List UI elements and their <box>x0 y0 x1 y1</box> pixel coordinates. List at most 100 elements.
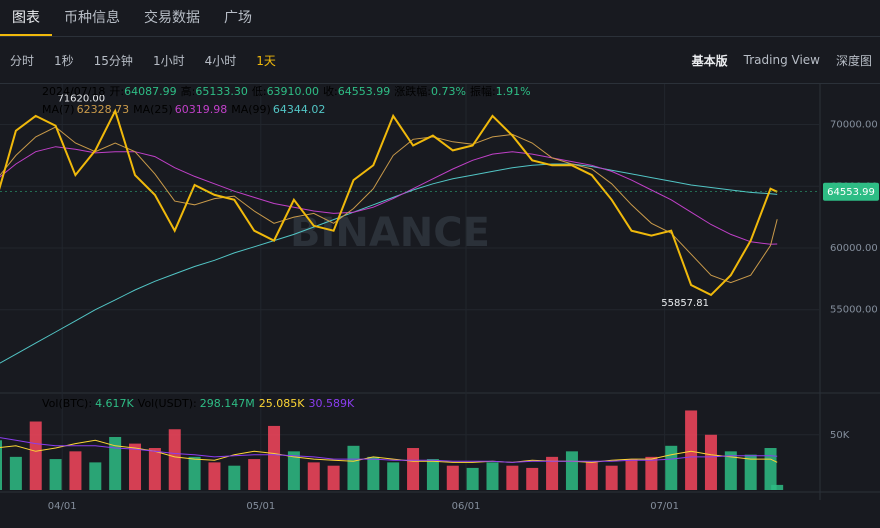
volume-bar <box>764 448 777 490</box>
volume-bar <box>168 429 181 490</box>
volume-bar <box>426 459 439 490</box>
tab[interactable]: 图表 <box>0 0 52 36</box>
series-line <box>0 439 778 463</box>
x-tick-label: 05/01 <box>246 501 275 512</box>
price-annotation: 55857.81 <box>661 298 709 309</box>
value: 0.73% <box>431 85 466 98</box>
vol-legend: Vol(BTC): 4.617K Vol(USDT): 298.147M 25.085K… <box>42 397 355 410</box>
value: 65133.30 <box>195 85 248 98</box>
volume-bar <box>771 484 784 490</box>
volume-bar <box>645 456 658 490</box>
volume-bar <box>268 425 281 490</box>
value: 64553.99 <box>338 85 391 98</box>
value: 298.147M <box>200 397 255 410</box>
legend-label: MA(25) <box>133 103 173 116</box>
volume-bar <box>307 462 320 490</box>
series-line <box>0 108 778 297</box>
x-tick-label: 07/01 <box>650 501 679 512</box>
volume-bar <box>486 462 499 490</box>
interval[interactable]: 15分钟 <box>93 53 133 68</box>
value: 30.589K <box>308 397 354 410</box>
toolbar: 分时 1秒 15分钟 1小时 4小时 1天 基本版 Trading View 深… <box>0 37 880 84</box>
x-tick-label: 06/01 <box>452 501 481 512</box>
series-line <box>0 163 778 364</box>
label: 收: <box>323 84 338 98</box>
interval[interactable]: 1秒 <box>54 53 74 68</box>
view[interactable]: Trading View <box>743 53 820 67</box>
volume-bar <box>744 454 757 490</box>
ma-legend: MA(7) 62328.73 MA(25) 60319.98 MA(99) 64344.0… <box>42 103 325 116</box>
value: 60319.98 <box>175 103 228 116</box>
volume-bar <box>208 462 221 490</box>
price-annotation: 71620.00 <box>57 94 105 105</box>
value: 64087.99 <box>124 85 177 98</box>
value: 63910.00 <box>267 85 320 98</box>
volume-bar <box>109 436 122 490</box>
volume-bar <box>69 451 82 490</box>
volume-bar <box>724 451 737 490</box>
legend-label: Vol(USDT): <box>138 397 197 410</box>
volume-bar <box>29 421 42 490</box>
value: 62328.73 <box>77 103 130 116</box>
volume-bar <box>228 465 241 490</box>
volume-bar <box>387 462 400 490</box>
legend-label: MA(99) <box>231 103 271 116</box>
volume-bar <box>407 448 420 490</box>
volume-bar <box>466 467 479 490</box>
label: 高: <box>181 84 196 98</box>
volume-bar <box>526 467 539 490</box>
y-tick-label: 55000.00 <box>830 305 878 316</box>
series-line <box>0 437 778 463</box>
value: 1.91% <box>496 85 531 98</box>
value: 25.085K <box>259 397 305 410</box>
y-tick-label: 70000.00 <box>830 120 878 131</box>
volume-bar <box>188 456 201 490</box>
volume-bar <box>704 434 717 490</box>
value: 64344.02 <box>273 103 326 116</box>
volume-bar <box>546 456 559 490</box>
interval[interactable]: 1小时 <box>152 53 185 68</box>
volume-bar <box>625 459 638 490</box>
volume-bar <box>327 465 340 490</box>
tab[interactable]: 交易数据 <box>144 10 200 26</box>
tab[interactable]: 币种信息 <box>64 10 120 26</box>
y-tick-label: 50K <box>830 430 850 441</box>
volume-bar <box>506 465 519 490</box>
volume-bar <box>565 451 578 490</box>
interval[interactable]: 1天 <box>256 53 276 68</box>
series-line <box>0 126 778 284</box>
interval[interactable]: 4小时 <box>204 53 237 68</box>
y-tick-label: 60000.00 <box>830 243 878 254</box>
info-line: 2024/07/18 开:64087.99 高:65133.30 低:63910.00… <box>42 84 531 98</box>
volume-bar <box>367 456 380 490</box>
value: 4.617K <box>95 397 134 410</box>
label: 涨跌幅: <box>394 84 431 98</box>
view[interactable]: 深度图 <box>835 53 872 68</box>
volume-bar <box>89 462 102 490</box>
volume-bar <box>148 448 161 490</box>
volume-bar <box>0 440 2 490</box>
label: 低: <box>252 85 267 98</box>
volume-bar <box>129 443 142 490</box>
volume-bar <box>446 465 459 490</box>
date: 2024/07/18 <box>42 85 105 98</box>
last-price-label: 64553.99 <box>827 187 875 198</box>
last-price-badge <box>823 182 879 201</box>
volume-bar <box>585 462 598 490</box>
x-tick-label: 04/01 <box>48 501 77 512</box>
view[interactable]: 基本版 <box>691 53 728 68</box>
volume-bar <box>347 445 360 490</box>
legend-label: Vol(BTC): <box>42 397 92 410</box>
volume-bar <box>287 451 300 490</box>
tabs: 图表 币种信息 交易数据 广场 <box>0 0 880 37</box>
label: 开: <box>109 85 124 98</box>
volume-bar <box>685 410 698 490</box>
volume-bar <box>9 456 22 490</box>
volume-bar <box>49 459 62 490</box>
label: 振幅: <box>470 84 496 98</box>
tab[interactable]: 广场 <box>224 10 252 26</box>
interval[interactable]: 分时 <box>10 53 35 68</box>
volume-bar <box>665 445 678 490</box>
